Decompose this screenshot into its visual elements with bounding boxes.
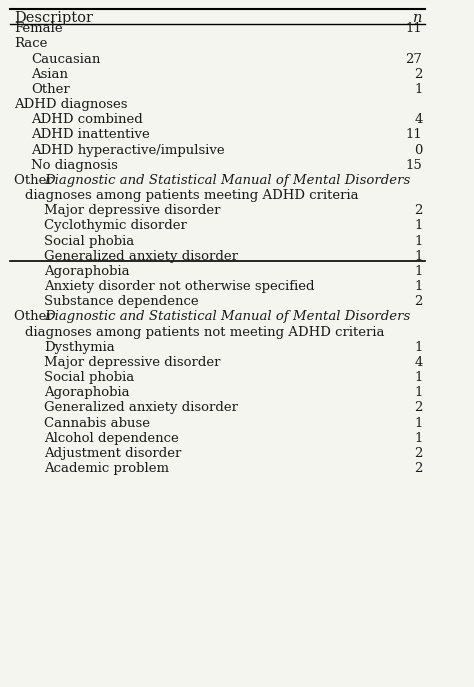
Text: 1: 1 — [414, 371, 422, 384]
Text: 1: 1 — [414, 234, 422, 247]
Text: Caucasian: Caucasian — [31, 53, 100, 66]
Text: 1: 1 — [414, 386, 422, 399]
Text: 2: 2 — [414, 295, 422, 308]
Text: No diagnosis: No diagnosis — [31, 159, 118, 172]
Text: Dysthymia: Dysthymia — [44, 341, 115, 354]
Text: Major depressive disorder: Major depressive disorder — [44, 356, 221, 369]
Text: 2: 2 — [414, 68, 422, 81]
Text: 15: 15 — [406, 159, 422, 172]
Text: 2: 2 — [414, 447, 422, 460]
Text: Diagnostic and Statistical Manual of Mental Disorders: Diagnostic and Statistical Manual of Men… — [44, 174, 410, 187]
Text: diagnoses among patients not meeting ADHD criteria: diagnoses among patients not meeting ADH… — [26, 326, 385, 339]
Text: Other: Other — [15, 174, 57, 187]
Text: ADHD combined: ADHD combined — [31, 113, 143, 126]
Text: Anxiety disorder not otherwise specified: Anxiety disorder not otherwise specified — [44, 280, 315, 293]
Text: 1: 1 — [414, 265, 422, 278]
Text: ADHD inattentive: ADHD inattentive — [31, 128, 150, 142]
Text: Descriptor: Descriptor — [15, 12, 93, 25]
Text: 27: 27 — [406, 53, 422, 66]
Text: Adjustment disorder: Adjustment disorder — [44, 447, 182, 460]
Text: Asian: Asian — [31, 68, 68, 81]
Text: 1: 1 — [414, 341, 422, 354]
Text: 1: 1 — [414, 416, 422, 429]
Text: 2: 2 — [414, 462, 422, 475]
Text: Cyclothymic disorder: Cyclothymic disorder — [44, 219, 187, 232]
Text: Academic problem: Academic problem — [44, 462, 169, 475]
Text: Generalized anxiety disorder: Generalized anxiety disorder — [44, 401, 238, 414]
Text: Major depressive disorder: Major depressive disorder — [44, 204, 221, 217]
Text: 1: 1 — [414, 219, 422, 232]
Text: 2: 2 — [414, 401, 422, 414]
Text: 1: 1 — [414, 250, 422, 262]
Text: Substance dependence: Substance dependence — [44, 295, 199, 308]
Text: ADHD hyperactive/impulsive: ADHD hyperactive/impulsive — [31, 144, 225, 157]
Text: 1: 1 — [414, 83, 422, 96]
Text: diagnoses among patients meeting ADHD criteria: diagnoses among patients meeting ADHD cr… — [26, 189, 359, 202]
Text: ADHD diagnoses: ADHD diagnoses — [15, 98, 128, 111]
Text: n: n — [413, 12, 422, 25]
Text: 0: 0 — [414, 144, 422, 157]
Text: 11: 11 — [406, 23, 422, 35]
Text: Agoraphobia: Agoraphobia — [44, 386, 130, 399]
Text: Social phobia: Social phobia — [44, 234, 135, 247]
Text: Cannabis abuse: Cannabis abuse — [44, 416, 150, 429]
Text: 11: 11 — [406, 128, 422, 142]
Text: Diagnostic and Statistical Manual of Mental Disorders: Diagnostic and Statistical Manual of Men… — [44, 311, 410, 324]
Text: 4: 4 — [414, 113, 422, 126]
Text: Generalized anxiety disorder: Generalized anxiety disorder — [44, 250, 238, 262]
Text: 1: 1 — [414, 280, 422, 293]
Text: 1: 1 — [414, 431, 422, 444]
Text: Agoraphobia: Agoraphobia — [44, 265, 130, 278]
Text: Other: Other — [31, 83, 70, 96]
Text: Social phobia: Social phobia — [44, 371, 135, 384]
Text: 2: 2 — [414, 204, 422, 217]
Text: 4: 4 — [414, 356, 422, 369]
Text: Race: Race — [15, 38, 48, 51]
Text: Female: Female — [15, 23, 63, 35]
Text: Alcohol dependence: Alcohol dependence — [44, 431, 179, 444]
Text: Other: Other — [15, 311, 57, 324]
